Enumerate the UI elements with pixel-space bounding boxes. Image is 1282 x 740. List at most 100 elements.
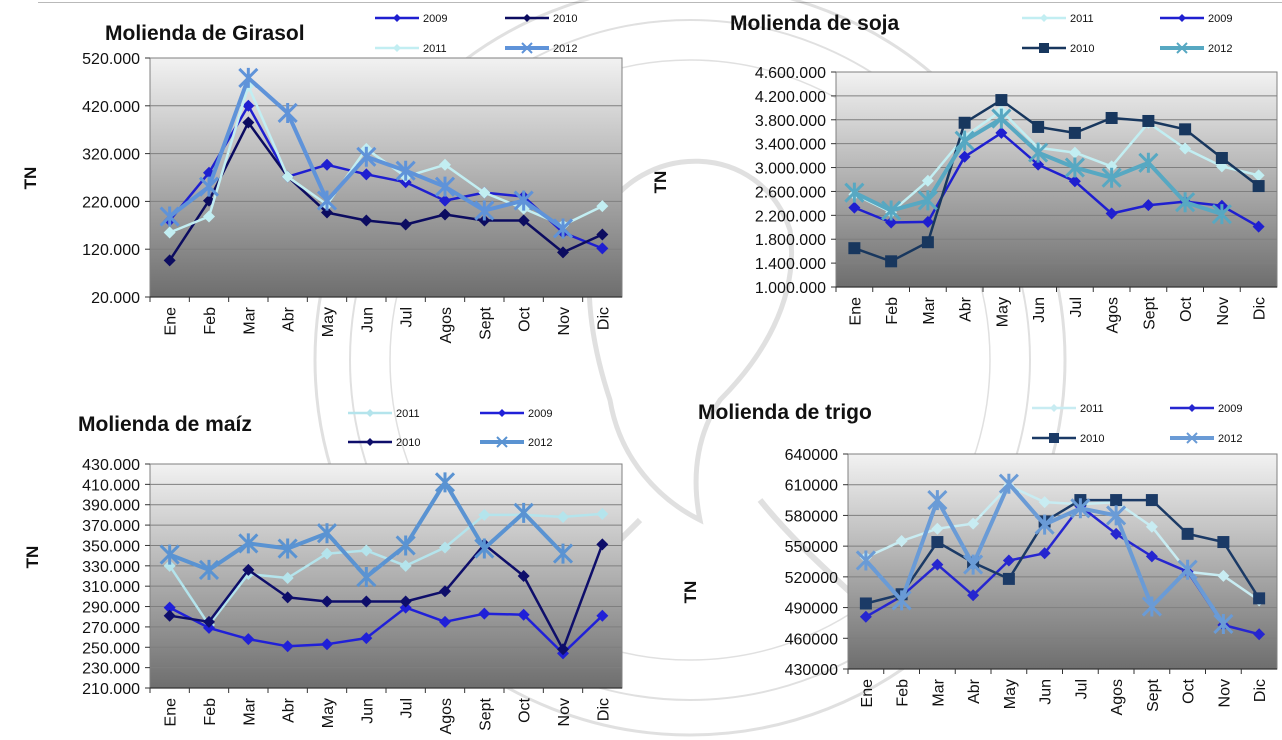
data-point-2010-may bbox=[321, 595, 333, 608]
legend-label: 2009 bbox=[528, 408, 552, 420]
x-tick-label-ene: Ene bbox=[163, 698, 180, 727]
y-tick-label: 210.000 bbox=[82, 681, 140, 698]
data-point-2010-abr bbox=[958, 116, 971, 129]
data-point-2010-may bbox=[995, 94, 1008, 107]
data-point-2009-may bbox=[995, 126, 1008, 139]
data-point-2010-oct bbox=[517, 214, 530, 227]
data-point-2011-ene bbox=[163, 559, 176, 572]
data-point-2009-agos bbox=[1105, 207, 1118, 220]
data-point-2012-ene bbox=[159, 544, 180, 565]
legend-marker bbox=[1188, 404, 1196, 412]
y-tick-label: 460000 bbox=[785, 631, 838, 648]
data-point-2011-jun bbox=[360, 544, 373, 557]
data-point-2012-ene bbox=[855, 550, 876, 571]
y-tick-label: 550000 bbox=[785, 539, 838, 556]
series-2012 bbox=[855, 473, 1234, 635]
y-tick-label: 250.000 bbox=[82, 640, 140, 657]
data-point-2010-dic bbox=[596, 538, 609, 551]
x-tick-label-sept: Sept bbox=[477, 697, 494, 730]
y-tick-label: 4.200.000 bbox=[755, 89, 826, 106]
legend-marker bbox=[523, 14, 531, 22]
x-tick-label-may: May bbox=[320, 307, 337, 337]
data-point-2011-sept bbox=[1145, 520, 1158, 533]
data-point-2010-jul bbox=[1068, 126, 1081, 139]
data-point-2010-may bbox=[1002, 572, 1015, 585]
x-tick-label-agos: Agos bbox=[438, 698, 455, 734]
data-point-2012-feb bbox=[198, 176, 220, 197]
legend-marker bbox=[1186, 432, 1198, 444]
x-tick-label-oct: Oct bbox=[517, 306, 534, 331]
y-tick-label: 490000 bbox=[785, 601, 838, 618]
series-2010 bbox=[859, 494, 1266, 610]
data-point-2011-feb bbox=[203, 210, 215, 223]
data-point-2012-feb bbox=[891, 590, 912, 611]
legend-marker bbox=[366, 409, 374, 417]
data-point-2012-sept bbox=[474, 538, 495, 559]
x-tick-label-ene: Ene bbox=[847, 297, 864, 326]
data-point-2011-mar bbox=[931, 522, 944, 535]
plot-area bbox=[149, 463, 623, 689]
x-tick-label-may: May bbox=[994, 297, 1011, 327]
data-point-2010-jun bbox=[1032, 120, 1045, 133]
data-point-2010-agos bbox=[439, 585, 451, 598]
legend: 2009 2010 2011 2012 bbox=[375, 13, 577, 55]
legend-label: 2011 bbox=[1080, 403, 1104, 415]
series-line-2010 bbox=[169, 543, 604, 651]
series-2012 bbox=[844, 108, 1232, 225]
legend-marker bbox=[1176, 42, 1188, 54]
data-point-2010-dic bbox=[596, 228, 609, 241]
data-point-2010-sept bbox=[1145, 494, 1158, 507]
data-point-2010-ene bbox=[163, 254, 176, 267]
data-point-2011-dic bbox=[1252, 169, 1265, 182]
legend-label: 2011 bbox=[1070, 13, 1094, 25]
data-point-2011-sept bbox=[478, 186, 491, 199]
data-point-2010-mar bbox=[242, 116, 255, 129]
x-tick-label-jul: Jul bbox=[399, 307, 416, 327]
legend-item-2012: 2012 bbox=[1160, 42, 1232, 55]
series-line-2011 bbox=[853, 109, 1259, 214]
x-tick-label-abr: Abr bbox=[966, 678, 983, 704]
data-point-2011-feb bbox=[895, 535, 908, 548]
data-point-2012-sept bbox=[1141, 596, 1162, 617]
data-point-2012-agos bbox=[434, 176, 456, 197]
legend-marker bbox=[521, 42, 533, 54]
legend-item-2010: 2010 bbox=[1022, 43, 1094, 55]
y-axis-label: TN bbox=[681, 581, 700, 604]
x-tick-label-ene: Ene bbox=[859, 679, 876, 708]
x-tick-label-mar: Mar bbox=[930, 678, 947, 706]
legend: 2011 2009 2010 2012 bbox=[348, 408, 552, 449]
data-point-2011-agos bbox=[1105, 160, 1118, 173]
data-point-2012-agos bbox=[1101, 167, 1122, 188]
data-point-2010-mar bbox=[931, 536, 944, 549]
x-tick-label-mar: Mar bbox=[241, 697, 258, 725]
data-point-2010-feb bbox=[203, 615, 215, 628]
data-point-2012-sept bbox=[474, 200, 495, 221]
x-tick-label-feb: Feb bbox=[895, 679, 912, 707]
data-point-2011-ene bbox=[163, 226, 176, 239]
x-tick-label-feb: Feb bbox=[202, 698, 219, 726]
legend-marker bbox=[1040, 14, 1048, 22]
legend-item-2012: 2012 bbox=[480, 436, 552, 449]
data-point-2012-jun bbox=[1034, 514, 1055, 535]
y-tick-label: 370.000 bbox=[82, 518, 140, 535]
x-tick-label-nov: Nov bbox=[1216, 679, 1233, 707]
x-tick-label-agos: Agos bbox=[438, 307, 455, 343]
legend-label: 2010 bbox=[1080, 433, 1104, 445]
data-point-2009-mar bbox=[931, 558, 944, 571]
data-point-2009-ene bbox=[163, 601, 176, 614]
data-point-2012-mar bbox=[917, 190, 938, 211]
data-point-2009-abr bbox=[967, 589, 980, 602]
y-tick-label: 2.600.000 bbox=[755, 184, 826, 201]
chart-title: Molienda de maíz bbox=[78, 413, 252, 436]
series-2010 bbox=[163, 538, 609, 656]
data-point-2011-dic bbox=[596, 200, 609, 213]
y-tick-label: 390.000 bbox=[82, 498, 140, 515]
data-point-2009-may bbox=[321, 158, 333, 171]
data-point-2009-jun bbox=[360, 168, 373, 181]
y-tick-label: 420.000 bbox=[82, 99, 140, 116]
x-tick-label-mar: Mar bbox=[241, 306, 258, 334]
data-point-2010-nov bbox=[1217, 536, 1230, 549]
data-point-2010-jun bbox=[360, 595, 373, 608]
x-tick-label-sept: Sept bbox=[1145, 678, 1162, 711]
data-point-2012-jul bbox=[395, 160, 416, 181]
